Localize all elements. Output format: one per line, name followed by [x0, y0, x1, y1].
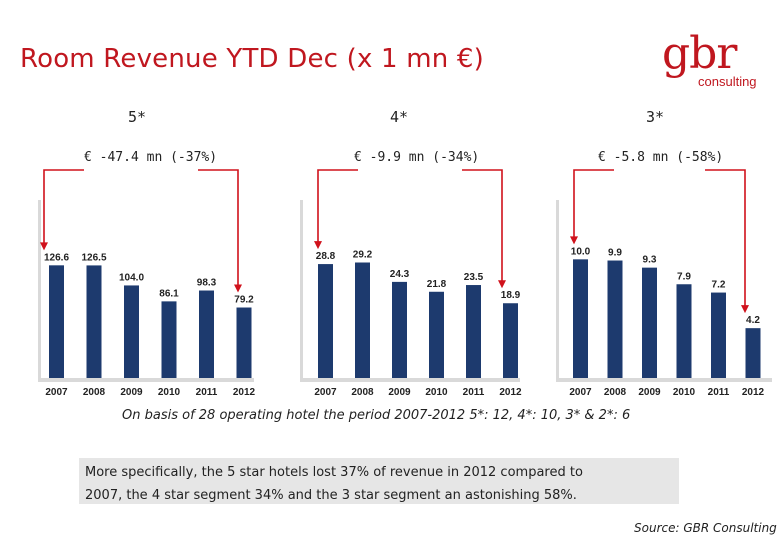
chart-1-x-tick-label: 2012: [233, 387, 256, 398]
chart-1-data-label: 98.3: [197, 278, 217, 289]
chart-2-x-tick-label: 2009: [388, 387, 411, 398]
chart-3-x-tick-label: 2008: [604, 387, 627, 398]
chart-3-x-axis: [556, 378, 772, 382]
chart-3-start-arrow-line: [573, 169, 614, 238]
chart-3-data-label: 9.9: [608, 248, 622, 259]
chart-3-x-tick-label: 2012: [742, 387, 765, 398]
chart-1-x-axis: [38, 378, 254, 382]
chart-2-data-label: 23.5: [464, 272, 484, 283]
chart-2-end-arrow-line: [462, 169, 503, 282]
chart-3-end-arrowhead: [741, 305, 749, 314]
chart-2-start-arrowhead: [314, 241, 322, 250]
chart-3-end-arrow-line: [705, 169, 746, 307]
logo-mark: gbr: [662, 28, 737, 79]
chart-3-x-tick-label: 2007: [569, 387, 592, 398]
chart-2-bar: [318, 264, 333, 378]
chart-1-x-tick-label: 2010: [158, 387, 181, 398]
chart-1-data-label: 104.0: [119, 272, 144, 283]
chart-3-x-tick-label: 2011: [708, 387, 730, 398]
chart-1-bar: [124, 285, 139, 378]
chart-1-data-label: 126.6: [44, 252, 69, 263]
chart-2-change-label: € -9.9 mn (-34%): [354, 150, 480, 165]
source-note: Source: GBR Consulting: [634, 521, 777, 535]
chart-3-bar: [573, 259, 588, 378]
chart-2-start-arrow-line: [317, 169, 358, 243]
chart-2-data-label: 28.8: [316, 251, 336, 262]
chart-2-x-tick-label: 2012: [499, 387, 522, 398]
chart-3-bar: [607, 260, 623, 378]
chart-1-bar: [161, 301, 177, 378]
chart-2-bar: [503, 303, 518, 378]
chart-3-x-tick-label: 2010: [673, 387, 696, 398]
basis-note: On basis of 28 operating hotel the perio…: [122, 408, 631, 423]
chart-2-x-axis: [300, 378, 520, 382]
chart-1-bar: [236, 307, 252, 378]
chart-2-bar: [355, 262, 370, 378]
chart-3-data-label: 7.2: [712, 280, 726, 291]
chart-3-bar: [745, 328, 761, 378]
chart-1-x-tick-label: 2007: [45, 387, 68, 398]
chart-1-end-arrow-line: [198, 169, 239, 286]
chart-3-y-axis: [556, 200, 559, 381]
chart-2-x-tick-label: 2011: [463, 387, 485, 398]
chart-2-data-label: 18.9: [501, 290, 521, 301]
chart-1-bar: [86, 265, 102, 378]
chart-1-title: 5*: [128, 108, 147, 126]
chart-1-start-arrowhead: [40, 242, 48, 251]
chart-1-data-label: 79.2: [234, 295, 254, 306]
chart-3-data-label: 4.2: [746, 315, 760, 326]
chart-1-data-label: 126.5: [81, 252, 106, 263]
chart-2-bar: [429, 291, 444, 378]
chart-2-data-label: 29.2: [353, 249, 373, 260]
chart-1-x-tick-label: 2009: [120, 387, 143, 398]
chart-3-bar: [642, 267, 657, 378]
chart-1-bar: [199, 290, 214, 378]
chart-3-bar: [676, 284, 692, 378]
summary-line-1: More specifically, the 5 star hotels los…: [85, 465, 583, 480]
chart-2-x-tick-label: 2007: [314, 387, 337, 398]
page-title: Room Revenue YTD Dec (x 1 mn €): [20, 44, 484, 74]
chart-3-start-arrowhead: [570, 236, 578, 245]
chart-3-title: 3*: [646, 108, 665, 126]
chart-1-change-label: € -47.4 mn (-37%): [84, 150, 218, 165]
logo-subtext: consulting: [698, 74, 757, 89]
summary-box: More specifically, the 5 star hotels los…: [79, 458, 679, 504]
chart-1-x-tick-label: 2011: [196, 387, 218, 398]
chart-1-y-axis: [38, 200, 41, 381]
chart-2-title: 4*: [390, 108, 409, 126]
chart-3-x-tick-label: 2009: [638, 387, 661, 398]
chart-1-end-arrowhead: [234, 284, 242, 293]
chart-3-data-label: 9.3: [643, 255, 657, 266]
chart-2-data-label: 21.8: [427, 279, 447, 290]
chart-3-bar: [711, 292, 726, 378]
chart-1-start-arrow-line: [43, 169, 84, 244]
summary-line-2: 2007, the 4 star segment 34% and the 3 s…: [85, 488, 577, 503]
chart-3-change-label: € -5.8 mn (-58%): [598, 150, 724, 165]
chart-2-x-tick-label: 2010: [425, 387, 448, 398]
chart-3-data-label: 10.0: [571, 246, 591, 257]
chart-2-data-label: 24.3: [390, 269, 410, 280]
chart-1-data-label: 86.1: [159, 288, 179, 299]
chart-2-end-arrowhead: [498, 280, 506, 289]
chart-1-x-tick-label: 2008: [83, 387, 106, 398]
chart-2-x-tick-label: 2008: [351, 387, 374, 398]
chart-3-data-label: 7.9: [677, 271, 691, 282]
chart-1-bar: [49, 265, 64, 378]
gbr-logo: gbr consulting: [662, 28, 772, 94]
chart-2-bar: [392, 281, 407, 378]
chart-2-y-axis: [300, 200, 303, 381]
chart-2-bar: [466, 285, 481, 378]
